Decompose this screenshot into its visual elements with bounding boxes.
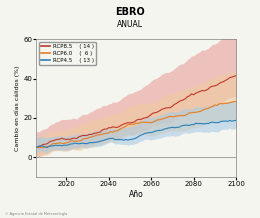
Text: ANUAL: ANUAL bbox=[117, 20, 143, 29]
Legend: RCP8.5    ( 14 ), RCP6.0    (  6 ), RCP4.5    ( 13 ): RCP8.5 ( 14 ), RCP6.0 ( 6 ), RCP4.5 ( 13… bbox=[39, 42, 96, 65]
X-axis label: Año: Año bbox=[129, 190, 144, 199]
Y-axis label: Cambio en días cálidos (%): Cambio en días cálidos (%) bbox=[15, 65, 21, 151]
Text: EBRO: EBRO bbox=[115, 7, 145, 17]
Text: © Agencia Estatal de Meteorología: © Agencia Estatal de Meteorología bbox=[5, 212, 67, 216]
